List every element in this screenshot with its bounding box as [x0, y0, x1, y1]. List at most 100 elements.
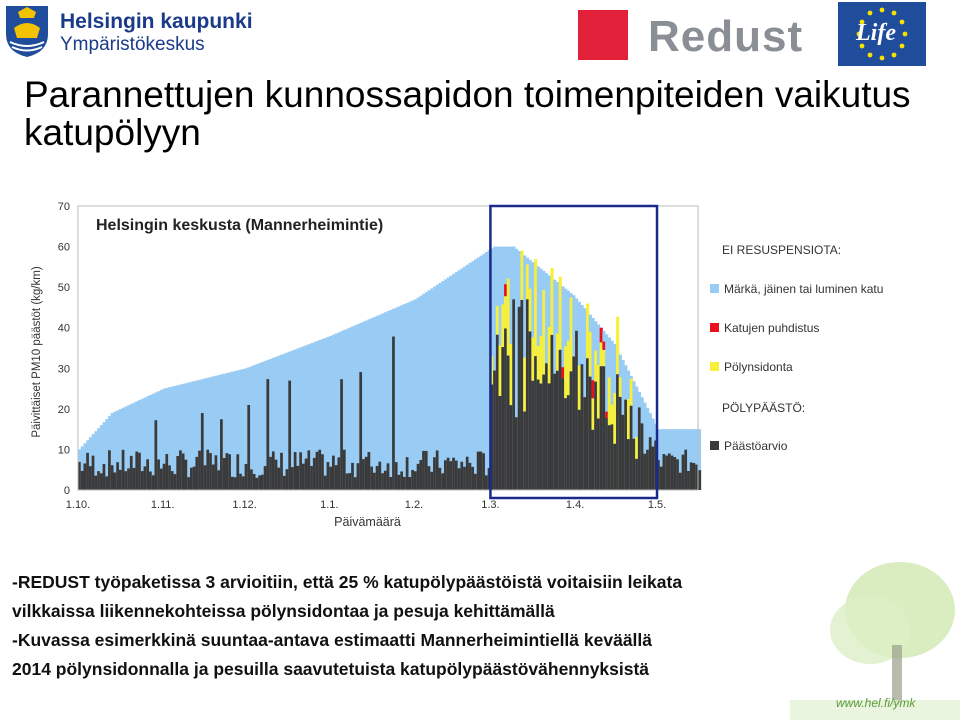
bar-wet-street	[452, 273, 456, 490]
bar-wet-street	[312, 342, 317, 490]
bar-wet-street	[362, 321, 366, 490]
bar-emission-estimate	[479, 451, 483, 490]
bar-wet-street	[140, 398, 144, 490]
bar-dust-binding	[607, 377, 611, 426]
bar-wet-street	[211, 376, 215, 490]
bar-emission-estimate	[678, 472, 683, 490]
footer-text: -REDUST työpaketissa 3 arvioitiin, että …	[12, 568, 832, 684]
bar-wet-street	[165, 387, 169, 490]
bar-dust-binding	[528, 288, 532, 332]
bar-emission-estimate	[457, 468, 461, 490]
y-tick-label: 40	[58, 323, 70, 335]
bar-wet-street	[657, 429, 661, 490]
bar-emission-estimate	[124, 471, 128, 490]
bar-wet-street	[413, 299, 418, 490]
bar-emission-estimate	[613, 443, 617, 490]
legend-section-title: PÖLYPÄÄSTÖ:	[722, 401, 805, 415]
bar-emission-estimate	[553, 373, 557, 490]
legend-swatch	[710, 284, 719, 293]
bar-emission-estimate	[230, 476, 235, 490]
bar-emission-estimate	[468, 462, 472, 490]
bar-emission-estimate	[110, 465, 114, 490]
bar-wet-street	[173, 385, 177, 490]
tree-decoration-icon	[790, 562, 960, 720]
bar-dust-binding	[602, 349, 606, 367]
bar-emission-estimate	[542, 374, 546, 490]
bar-emission-estimate	[698, 470, 702, 490]
bar-wet-street	[176, 385, 180, 490]
bar-emission-estimate	[430, 471, 434, 490]
bar-emission-estimate	[586, 358, 590, 490]
x-tick-label: 1.5.	[648, 499, 666, 511]
bar-wet-street	[422, 293, 426, 490]
bar-wet-street	[260, 362, 265, 490]
bar-wet-street	[124, 406, 128, 490]
bar-emission-estimate	[566, 395, 571, 490]
bar-wet-street	[189, 381, 194, 490]
bar-emission-estimate	[146, 459, 150, 490]
legend-swatch	[710, 323, 719, 332]
bar-emission-estimate	[517, 306, 521, 490]
bar-emission-estimate	[673, 457, 677, 490]
bar-wet-street	[217, 375, 221, 490]
bar-wet-street	[515, 248, 519, 490]
bar-wet-street	[397, 306, 401, 490]
bar-wet-street	[351, 326, 355, 490]
bar-emission-estimate	[692, 463, 696, 490]
bar-emission-estimate	[116, 462, 120, 490]
bar-emission-estimate	[419, 459, 423, 490]
bar-emission-estimate	[203, 465, 207, 490]
bar-emission-estimate	[591, 429, 595, 490]
bar-wet-street	[129, 403, 134, 490]
bar-wet-street	[405, 302, 409, 490]
bar-wet-street	[372, 316, 377, 490]
bar-emission-estimate	[364, 456, 368, 490]
bar-wet-street	[323, 337, 327, 490]
bar-emission-estimate	[105, 476, 109, 490]
bar-wet-street	[471, 261, 475, 490]
bar-dust-binding	[504, 296, 508, 329]
eu-life-logo: Life	[838, 2, 926, 66]
x-axis: 1.10. 1.11. 1.12. 1.1. 1.2. 1.3. 1.4. 1.5.	[66, 499, 666, 511]
bar-wet-street	[463, 266, 467, 490]
bar-emission-estimate	[618, 396, 622, 490]
bar-emission-estimate	[588, 376, 592, 490]
bar-wet-street	[307, 344, 311, 490]
bar-wet-street	[118, 409, 123, 490]
bar-dust-binding	[523, 357, 527, 412]
bar-wet-street	[474, 259, 478, 490]
bar-emission-estimate	[310, 466, 314, 490]
bar-emission-estimate	[241, 476, 245, 490]
life-wordmark: Life	[856, 20, 896, 46]
bar-emission-estimate	[416, 463, 420, 490]
bar-emission-estimate	[217, 470, 221, 490]
bar-emission-estimate	[465, 456, 469, 490]
bar-dust-binding	[569, 297, 573, 372]
bar-emission-estimate	[367, 452, 371, 490]
bar-emission-estimate	[405, 457, 409, 490]
bar-emission-estimate	[271, 451, 276, 490]
bar-street-cleaning	[605, 411, 609, 419]
bar-emission-estimate	[356, 463, 360, 490]
bar-emission-estimate	[531, 380, 535, 490]
bar-dust-binding	[547, 327, 551, 384]
bar-emission-estimate	[260, 474, 265, 490]
org-unit: Ympäristökeskus	[60, 34, 205, 55]
y-tick-label: 60	[58, 242, 70, 254]
bar-wet-street	[386, 311, 390, 490]
bar-wet-street	[326, 336, 330, 490]
bar-emission-estimate	[326, 462, 330, 490]
bar-emission-estimate	[255, 477, 259, 490]
bar-wet-street	[446, 277, 450, 490]
bar-emission-estimate	[214, 455, 218, 490]
bar-emission-estimate	[342, 449, 347, 490]
bar-emission-estimate	[307, 450, 311, 490]
bar-wet-street	[353, 325, 357, 490]
bar-wet-street	[214, 375, 218, 490]
bar-emission-estimate	[228, 454, 232, 490]
bar-emission-estimate	[184, 459, 188, 490]
bar-emission-estimate	[340, 379, 344, 490]
bar-wet-street	[293, 349, 297, 490]
bar-wet-street	[687, 429, 691, 490]
